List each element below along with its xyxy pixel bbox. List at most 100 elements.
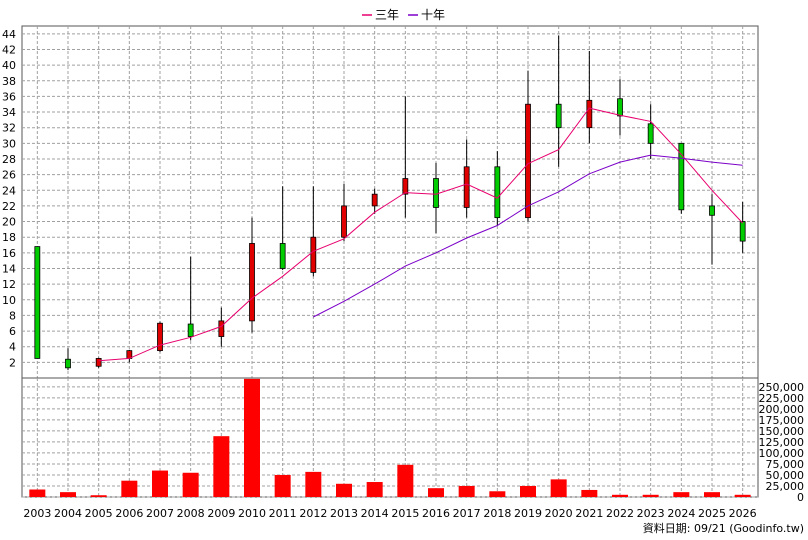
price-tick-label: 12 <box>2 278 16 291</box>
volume-tick-label: 50,000 <box>766 469 805 482</box>
candle-body <box>494 166 501 219</box>
volume-tick-label: 0 <box>797 491 804 504</box>
volume-bar <box>642 494 659 497</box>
price-tick-label: 4 <box>9 341 16 354</box>
volume-bar <box>458 485 475 497</box>
volume-bar <box>397 464 414 497</box>
volume-bar <box>704 492 720 497</box>
ma-line-three-year <box>98 107 744 362</box>
volume-tick-label: 225,000 <box>759 392 805 405</box>
candle-body <box>555 103 562 129</box>
volume-bar <box>612 494 628 497</box>
volume-tick-label: 250,000 <box>759 381 805 394</box>
price-tick-label: 40 <box>2 59 16 72</box>
price-tick-label: 28 <box>2 153 16 166</box>
x-tick-label: 2006 <box>115 507 143 520</box>
volume-bar <box>60 492 76 497</box>
moving-average-lines <box>98 107 744 362</box>
volume-bar <box>182 472 199 497</box>
volume-bar <box>581 489 598 497</box>
candle-body <box>34 246 41 359</box>
x-tick-label: 2018 <box>483 507 511 520</box>
volume-bar <box>274 474 291 497</box>
candle-body <box>310 236 317 273</box>
candle-body <box>65 358 71 369</box>
x-tick-label: 2007 <box>146 507 174 520</box>
ma-line-ten-year <box>313 154 743 318</box>
price-tick-label: 38 <box>2 75 16 88</box>
x-tick-label: 2016 <box>422 507 450 520</box>
candle-body <box>709 205 715 216</box>
candle-body <box>525 103 531 219</box>
x-tick-label: 2022 <box>606 507 634 520</box>
price-tick-label: 16 <box>2 247 16 260</box>
x-tick-label: 2010 <box>238 507 266 520</box>
volume-tick-label: 175,000 <box>759 414 805 427</box>
volume-tick-label: 125,000 <box>759 436 805 449</box>
x-tick-label: 2020 <box>545 507 573 520</box>
price-tick-label: 22 <box>2 200 16 213</box>
volume-grid <box>22 378 758 498</box>
volume-bar <box>428 488 444 497</box>
price-tick-label: 8 <box>9 309 16 322</box>
candle-body <box>433 178 439 208</box>
volume-panel: 025,00050,00075,000100,000125,000150,000… <box>21 377 805 504</box>
volume-tick-label: 75,000 <box>766 458 805 471</box>
price-tick-label: 24 <box>2 184 16 197</box>
price-tick-label: 10 <box>2 294 16 307</box>
x-tick-label: 2021 <box>575 507 603 520</box>
volume-bar <box>244 378 260 497</box>
candle-body <box>647 123 654 144</box>
x-tick-label: 2008 <box>177 507 205 520</box>
x-tick-label: 2019 <box>514 507 542 520</box>
candle-body <box>249 243 255 322</box>
volume-bar <box>550 479 567 497</box>
price-tick-label: 34 <box>2 106 16 119</box>
candle-body <box>463 166 470 208</box>
volume-bar <box>305 471 322 497</box>
x-tick-label: 2005 <box>85 507 113 520</box>
price-tick-label: 30 <box>2 137 16 150</box>
x-tick-label: 2015 <box>391 507 419 520</box>
price-tick-label: 14 <box>2 262 16 275</box>
price-tick-label: 20 <box>2 216 16 229</box>
candle-body <box>402 178 409 195</box>
price-tick-label: 32 <box>2 122 16 135</box>
candle-body <box>617 98 623 117</box>
data-date-footnote: 資料日期: 09/21 (Goodinfo.tw) <box>643 521 804 535</box>
volume-tick-label: 25,000 <box>766 480 805 493</box>
candle-body <box>279 243 286 269</box>
candle-body <box>218 320 225 337</box>
candle-body <box>95 358 102 367</box>
price-tick-label: 36 <box>2 90 16 103</box>
x-tick-label: 2013 <box>330 507 358 520</box>
x-ticks: 2003 2004 2005 2006 2007 2008 2009 2010 2011 2012… <box>23 507 756 520</box>
volume-tick-label: 200,000 <box>759 403 805 416</box>
volume-bar <box>152 470 168 497</box>
price-tick-label: 18 <box>2 231 16 244</box>
candle-body <box>187 323 194 337</box>
candle-body <box>341 205 347 238</box>
price-tick-label: 26 <box>2 169 16 182</box>
legend-label: 十年 <box>421 8 445 22</box>
volume-plot-frame <box>21 377 759 498</box>
x-tick-label: 2017 <box>453 507 481 520</box>
volume-bar <box>520 485 536 497</box>
volume-bar <box>673 492 690 497</box>
x-tick-label: 2014 <box>361 507 389 520</box>
x-tick-label: 2023 <box>637 507 665 520</box>
x-tick-label: 2004 <box>54 507 82 520</box>
volume-bar <box>734 494 751 497</box>
candles <box>34 35 746 371</box>
price-tick-label: 2 <box>9 356 16 369</box>
candle-body <box>739 221 746 242</box>
x-tick-label: 2012 <box>299 507 327 520</box>
candle-body <box>157 322 163 352</box>
volume-bar <box>366 482 383 497</box>
volume-bar <box>90 495 107 497</box>
x-tick-label: 2024 <box>667 507 695 520</box>
volume-y-ticks: 025,00050,00075,000100,000125,000150,000… <box>759 381 805 504</box>
x-tick-label: 2026 <box>729 507 757 520</box>
